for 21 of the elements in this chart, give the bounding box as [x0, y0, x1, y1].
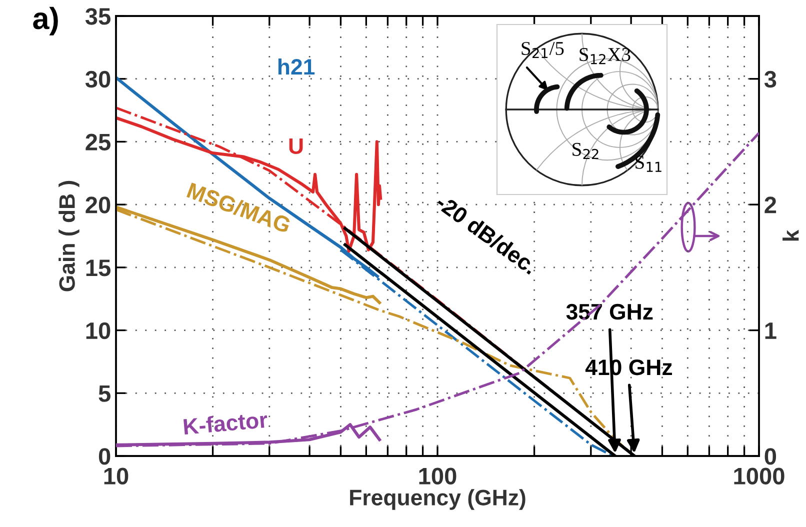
text: h21	[278, 58, 315, 75]
text: a)	[33, 6, 58, 36]
x-tick-label: 100	[419, 468, 456, 484]
y-tick-label: 30	[85, 70, 110, 88]
y2-tick-label: 0	[764, 448, 776, 465]
x-axis-title: Frequency (GHz)	[350, 489, 526, 510]
x-tick-label: 1000	[734, 468, 784, 484]
series-label: K-factor	[183, 411, 268, 435]
y-tick-label: 0	[98, 448, 110, 465]
series-label: U	[289, 138, 303, 154]
y2-axis-title: k	[782, 230, 799, 241]
y2-tick-label: 1	[765, 322, 776, 339]
y-tick-label: 10	[86, 322, 110, 340]
y2-tick-label: 2	[764, 196, 776, 214]
y-axis-title: Gain ( dB )	[58, 180, 80, 292]
y-tick-label: 15	[86, 260, 110, 276]
y-tick-label: 20	[86, 196, 110, 214]
y-tick-label: 5	[98, 385, 110, 402]
y-tick-label: 35	[85, 8, 110, 25]
y-tick-label: 25	[86, 134, 110, 150]
y2-tick-label: 3	[764, 70, 776, 88]
